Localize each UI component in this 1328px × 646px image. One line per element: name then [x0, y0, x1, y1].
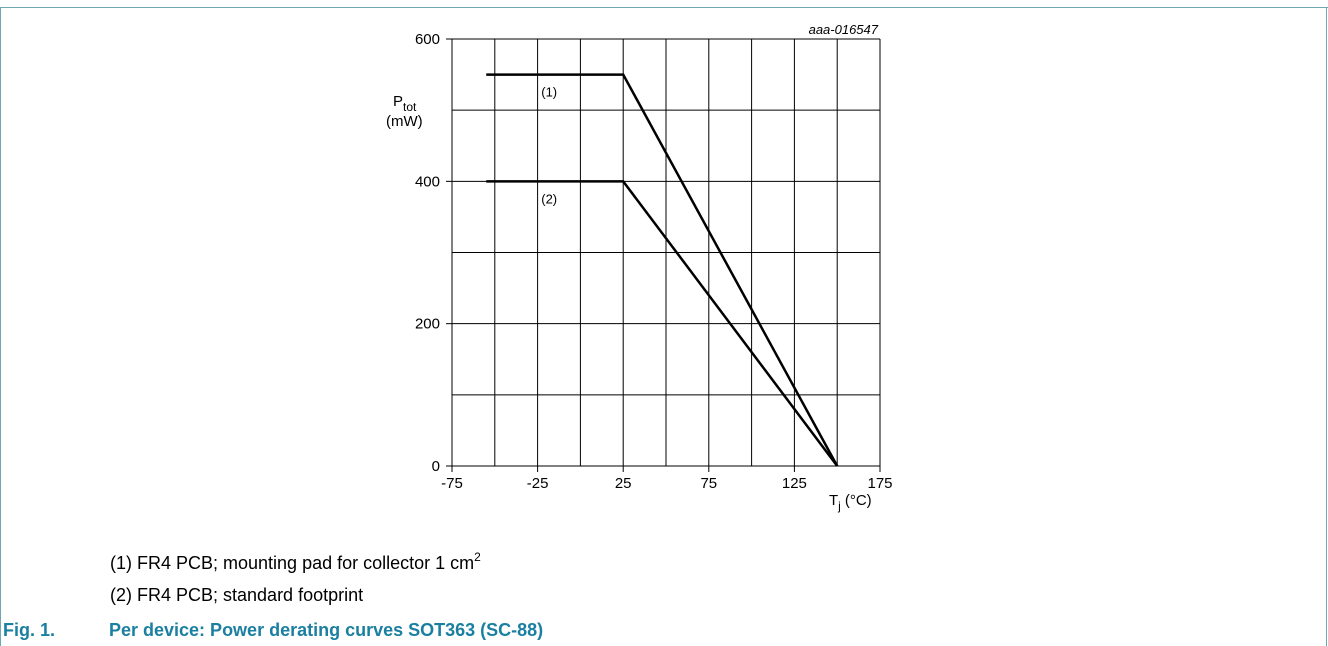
chart-labels: -75 -25 25 75 125 175 0 200 400 600 (1) (2) aaa-0165… [386, 22, 893, 513]
figure-caption: Fig. 1. Per device: Power derating curves… [3, 620, 543, 641]
series-label: (2) [541, 191, 557, 206]
note-1-text: (1) FR4 PCB; mounting pad for collector … [110, 553, 475, 573]
figure-number: Fig. 1. [3, 620, 56, 640]
note-1: (1) FR4 PCB; mounting pad for collector … [110, 550, 481, 574]
figure-frame-top [0, 7, 1328, 8]
series-line [486, 73, 839, 467]
series-line [486, 180, 839, 467]
note-2: (2) FR4 PCB; standard footprint [110, 585, 364, 605]
x-tick-label: 125 [782, 475, 807, 492]
y-tick-label: 400 [415, 173, 440, 190]
figure-frame-right [1326, 7, 1327, 646]
x-tick-label: 25 [615, 475, 632, 492]
x-tick-label: 75 [700, 475, 717, 492]
power-derating-chart: -75 -25 25 75 125 175 0 200 400 600 (1) (2) aaa-0165… [386, 22, 893, 513]
note-1-superscript: 2 [474, 550, 481, 564]
y-axis-unit: (mW) [386, 113, 423, 130]
y-tick-label: 200 [415, 316, 440, 333]
chart-series [486, 73, 839, 467]
chart-axes [446, 38, 881, 472]
figure-frame-left [0, 7, 1, 646]
x-tick-label: -25 [527, 475, 549, 492]
y-tick-label: 600 [415, 31, 440, 48]
y-tick-label: 0 [432, 458, 440, 475]
x-tick-label: 175 [867, 475, 892, 492]
x-tick-label: -75 [441, 475, 463, 492]
series-label: (1) [541, 85, 557, 100]
figure-id-label: aaa-016547 [809, 22, 879, 37]
y-axis-label: Ptot [393, 93, 417, 114]
x-axis-label: Tj (°C) [829, 492, 872, 513]
figure-title: Per device: Power derating curves SOT363… [109, 620, 544, 640]
chart-grid [451, 38, 881, 467]
